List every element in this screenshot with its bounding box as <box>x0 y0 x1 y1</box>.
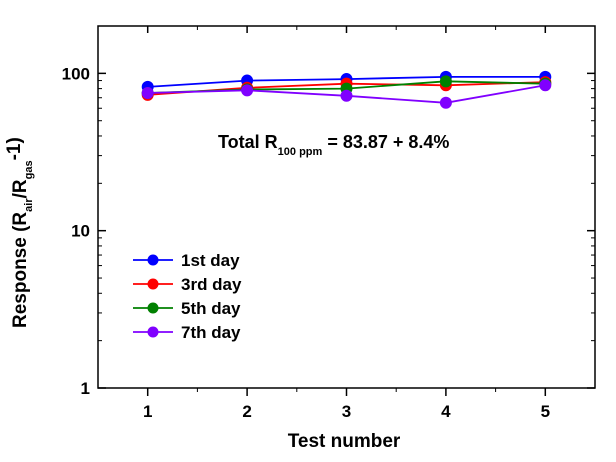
legend-marker-2 <box>147 278 159 290</box>
y-tick-label: 100 <box>62 64 90 83</box>
x-tick-label: 1 <box>143 402 152 421</box>
legend-label-3: 5th day <box>181 299 241 318</box>
legend-label-1: 1st day <box>181 251 240 270</box>
legend-marker-3 <box>147 302 159 314</box>
series-point-4 <box>241 84 254 97</box>
series-point-4 <box>539 79 552 92</box>
total-response-annotation: Total R100 ppm = 83.87 + 8.4% <box>218 132 449 158</box>
y-axis-title-mid: /R <box>10 179 31 198</box>
legend-marker-4 <box>147 326 159 338</box>
legend-label-2: 3rd day <box>181 275 242 294</box>
y-axis-title-main: Response (R <box>10 212 31 328</box>
y-axis-title-sub-gas: gas <box>23 160 35 179</box>
series-point-4 <box>439 96 452 109</box>
y-axis-title-end: -1) <box>4 137 25 160</box>
y-tick-label: 10 <box>71 222 90 241</box>
x-tick-label: 3 <box>342 402 351 421</box>
legend-label-4: 7th day <box>181 323 241 342</box>
x-tick-label: 4 <box>441 402 451 421</box>
annotation-subscript: 100 ppm <box>278 146 323 158</box>
x-axis-title: Test number <box>288 431 401 452</box>
y-axis-title: Response (Rair/Rgas-1) <box>4 137 35 328</box>
annotation-suffix: = 83.87 + 8.4% <box>322 132 449 152</box>
series-point-4 <box>141 87 154 100</box>
annotation-prefix: Total R <box>218 132 278 152</box>
series-point-3 <box>439 75 452 88</box>
x-tick-label: 2 <box>242 402 251 421</box>
y-tick-label: 1 <box>81 379 90 398</box>
series-point-4 <box>340 89 353 102</box>
legend-marker-1 <box>147 254 159 266</box>
y-axis-title-sub-air: air <box>23 198 35 212</box>
x-tick-label: 5 <box>541 402 550 421</box>
